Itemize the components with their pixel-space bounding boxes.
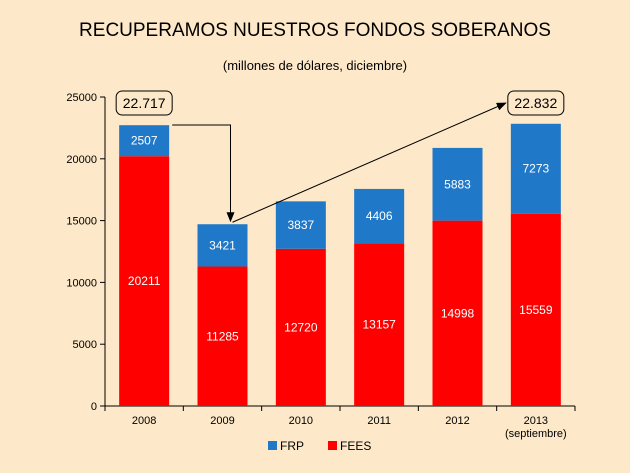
callout-box-2013 — [507, 90, 565, 116]
bar-fees-label: 20211 — [128, 274, 161, 288]
x-tick-label: 2010 — [289, 415, 313, 427]
legend-swatch-frp — [268, 441, 277, 450]
bar-fees — [197, 266, 248, 406]
bar-frp — [275, 201, 326, 249]
chart-annotations: 22.717 22.832 — [115, 90, 565, 223]
y-tick-label: 10000 — [66, 277, 97, 289]
bar-frp-label: 7273 — [522, 162, 549, 176]
legend-label-frp: FRP — [280, 439, 304, 453]
bar-frp — [510, 123, 561, 214]
x-tick-label: 2013 — [524, 415, 548, 427]
bar-frp-label: 3421 — [209, 238, 236, 252]
bar-fees — [119, 156, 170, 406]
x-tick-sublabel: (septiembre) — [505, 428, 567, 440]
bar-frp-label: 5883 — [444, 177, 471, 191]
elbow-arrow — [172, 124, 235, 223]
y-tick-label: 5000 — [73, 339, 97, 351]
bar-fees-label: 15559 — [519, 303, 553, 317]
chart-axes: 0 5000 10000 15000 20000 25000 2008 2009 2010 201… — [66, 92, 576, 440]
callout-box-2008 — [115, 90, 173, 116]
y-tick-label: 20000 — [66, 154, 97, 166]
bar-fees-label: 12720 — [284, 320, 318, 334]
x-tick-label: 2008 — [132, 415, 156, 427]
y-tick-label: 0 — [91, 401, 97, 413]
bar-fees-label: 13157 — [362, 318, 396, 332]
bar-frp-label: 4406 — [366, 209, 393, 223]
chart-legend: FRP FEES — [268, 439, 371, 453]
callout-text-2013: 22.832 — [514, 95, 557, 111]
y-tick-label: 15000 — [66, 216, 97, 228]
bar-frp — [432, 147, 483, 221]
legend-swatch-fees — [328, 441, 337, 450]
chart-subtitle: (millones de dólares, diciembre) — [223, 58, 407, 73]
bar-fees-label: 14998 — [441, 306, 475, 320]
bar-frp — [119, 125, 170, 157]
bar-frp-label: 3837 — [287, 218, 314, 232]
bar-fees-label: 11285 — [206, 329, 239, 343]
bar-fees — [275, 248, 326, 406]
callout-text-2008: 22.717 — [123, 95, 166, 111]
bar-frp — [197, 224, 248, 267]
chart-title: RECUPERAMOS NUESTROS FONDOS SOBERANOS — [79, 20, 551, 41]
bar-frp-label: 2507 — [131, 134, 158, 148]
bar-fees — [432, 220, 483, 406]
y-tick-label: 25000 — [66, 92, 97, 104]
x-tick-label: 2011 — [367, 415, 391, 427]
x-tick-label: 2012 — [445, 415, 469, 427]
bar-fees — [354, 243, 405, 406]
chart-bars: 20211 2507 11285 3421 12720 3837 13157 4406 1499… — [119, 123, 561, 406]
legend-label-fees: FEES — [340, 439, 371, 453]
bar-fees — [510, 213, 561, 406]
growth-arrow — [232, 102, 507, 223]
bar-frp — [354, 188, 405, 244]
x-tick-label: 2009 — [210, 415, 234, 427]
